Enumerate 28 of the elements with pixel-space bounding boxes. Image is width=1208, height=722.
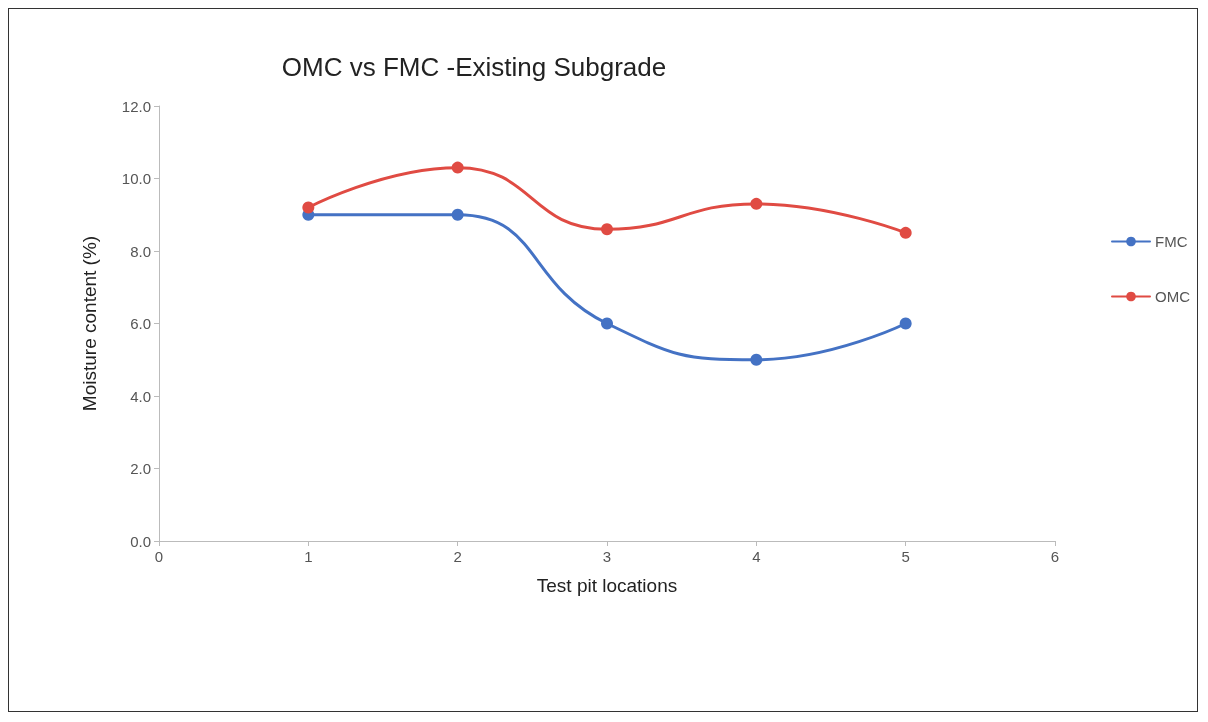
legend-label: OMC (1155, 288, 1191, 305)
x-tick-label: 3 (602, 548, 612, 565)
point (302, 201, 315, 214)
y-tick-label: 6.0 (130, 315, 151, 332)
y-tick-label: 2.0 (130, 460, 151, 477)
y-axis-title: Moisture content (%) (79, 235, 100, 412)
point (601, 317, 613, 330)
point (750, 353, 763, 366)
point (899, 226, 912, 239)
x-tick-label: 4 (752, 548, 761, 565)
y-tick-label: 0.0 (130, 532, 151, 550)
x-tick-label: 5 (901, 548, 910, 565)
y-tick-label: 8.0 (130, 242, 151, 260)
legend-label: FMC (1155, 233, 1188, 250)
x-tick-label: 0 (154, 548, 164, 565)
y-tick-label: 12.0 (121, 97, 151, 115)
y-tick-label: 10.0 (121, 170, 151, 187)
chart-title: OMC vs FMC -Existing Subgrade (281, 52, 667, 82)
y-tick-label: 4.0 (130, 387, 151, 405)
point (899, 317, 912, 330)
point (451, 161, 464, 174)
point (750, 197, 763, 210)
x-tick-label: 2 (453, 548, 462, 565)
x-axis-title: Test pit locations (536, 575, 678, 596)
point (451, 208, 464, 221)
x-tick-label: 6 (1050, 548, 1060, 565)
point (601, 223, 613, 236)
x-tick-label: 1 (304, 548, 313, 565)
